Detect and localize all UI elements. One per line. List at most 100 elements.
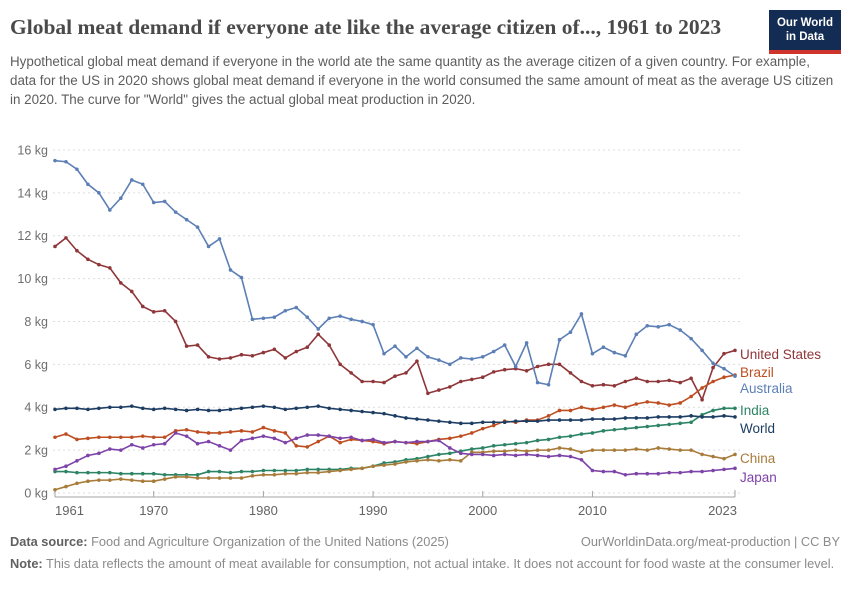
series-point-india [250, 469, 255, 474]
series-point-australia [700, 348, 704, 353]
series-point-china [711, 454, 715, 459]
series-point-china [294, 471, 299, 476]
series-point-brazil [217, 431, 222, 435]
series-point-brazil [491, 423, 496, 428]
series-point-japan [327, 434, 331, 438]
series-point-australia [524, 341, 529, 345]
footer: Data source: Food and Agriculture Organi… [10, 533, 840, 573]
legend-label-brazil[interactable]: Brazil [740, 365, 774, 380]
series-point-united-states [349, 371, 353, 375]
series-point-world [502, 420, 507, 425]
series-point-world [590, 417, 595, 421]
series-point-world [217, 408, 222, 413]
series-point-india [568, 434, 573, 438]
series-line-brazil[interactable] [54, 374, 736, 448]
series-point-india [667, 422, 671, 427]
series-point-australia [239, 275, 244, 280]
series-point-world [645, 416, 650, 420]
owid-logo[interactable]: Our World in Data [768, 10, 841, 54]
series-point-brazil [634, 402, 639, 406]
series-point-japan [86, 453, 90, 458]
series-point-japan [393, 439, 397, 444]
series-point-united-states [75, 248, 79, 253]
series-point-china [228, 476, 233, 480]
series-point-china [173, 475, 178, 479]
series-point-australia [228, 268, 233, 272]
series-point-united-states [108, 266, 112, 270]
series-point-japan [316, 433, 321, 437]
series-point-india [316, 467, 321, 472]
series-point-japan [64, 464, 68, 469]
series-point-united-states [426, 391, 430, 396]
series-point-brazil [612, 403, 617, 407]
series-point-brazil [162, 435, 167, 440]
series-point-world [184, 408, 189, 413]
series-point-china [579, 450, 584, 455]
series-point-world [513, 419, 518, 423]
series-point-world [678, 415, 682, 419]
series-point-china [568, 447, 573, 451]
series-point-world [294, 406, 299, 411]
series-point-japan [437, 438, 441, 443]
series-point-australia [382, 351, 386, 356]
series-point-india [140, 471, 145, 476]
series-point-world [349, 408, 353, 413]
series-line-australia[interactable] [54, 159, 736, 386]
series-point-world [634, 416, 639, 420]
y-tick-label: 16 kg [17, 143, 48, 157]
series-point-australia [491, 349, 496, 354]
legend-label-india[interactable]: India [740, 403, 770, 418]
series-point-china [459, 459, 463, 463]
series-point-india [579, 432, 584, 436]
series-point-japan [349, 435, 353, 440]
legend-label-japan[interactable]: Japan [740, 470, 777, 485]
series-point-brazil [645, 400, 650, 404]
series-point-united-states [546, 362, 551, 367]
series-point-australia [283, 308, 288, 313]
series-point-australia [557, 337, 562, 342]
series-point-india [228, 470, 233, 475]
series-point-india [261, 468, 266, 473]
series-point-japan [480, 452, 485, 457]
series-point-india [480, 446, 485, 450]
chart-svg[interactable]: 0 kg 2 kg 4 kg 6 kg 8 kg 10 kg 12 kg 14 kg 16 kg… [0, 140, 850, 540]
series-point-japan [689, 469, 693, 474]
chart-area[interactable]: 0 kg 2 kg 4 kg 6 kg 8 kg 10 kg 12 kg 14 kg 16 kg… [0, 140, 850, 540]
series-point-japan [228, 448, 233, 452]
series-point-australia [206, 244, 211, 249]
series-point-united-states [294, 349, 299, 354]
series-line-china[interactable] [54, 447, 736, 491]
series-point-india [513, 441, 518, 446]
series-point-united-states [557, 362, 562, 367]
series-point-india [469, 447, 474, 451]
series-point-australia [217, 237, 222, 241]
series-point-brazil [601, 405, 606, 410]
series-point-united-states [568, 371, 573, 375]
series-point-japan [250, 436, 255, 441]
series-point-united-states [206, 355, 211, 359]
series-point-united-states [272, 347, 277, 352]
series-point-united-states [491, 370, 496, 374]
note-label: Note: [10, 555, 43, 571]
series-point-china [700, 452, 704, 457]
legend-label-world[interactable]: World [740, 421, 775, 436]
legend-label-australia[interactable]: Australia [740, 381, 793, 396]
footer-link[interactable]: OurWorldinData.org/meat-production | CC … [580, 534, 840, 549]
series-point-japan [634, 471, 639, 476]
series-point-china [195, 476, 200, 480]
series-point-japan [667, 470, 671, 475]
series-line-japan[interactable] [54, 432, 736, 476]
series-point-world [228, 407, 233, 412]
series-point-india [437, 452, 441, 457]
series-point-united-states [316, 332, 321, 337]
series-point-china [733, 452, 737, 457]
series-point-japan [338, 436, 342, 441]
legend-label-united-states[interactable]: United States [740, 347, 821, 362]
series-point-world [404, 416, 408, 420]
series-point-brazil [239, 429, 244, 433]
series-point-brazil [316, 439, 321, 444]
series-point-united-states [162, 308, 167, 313]
legend-label-china[interactable]: China [740, 451, 776, 466]
series-point-china [305, 470, 310, 475]
series-point-india [502, 442, 507, 447]
